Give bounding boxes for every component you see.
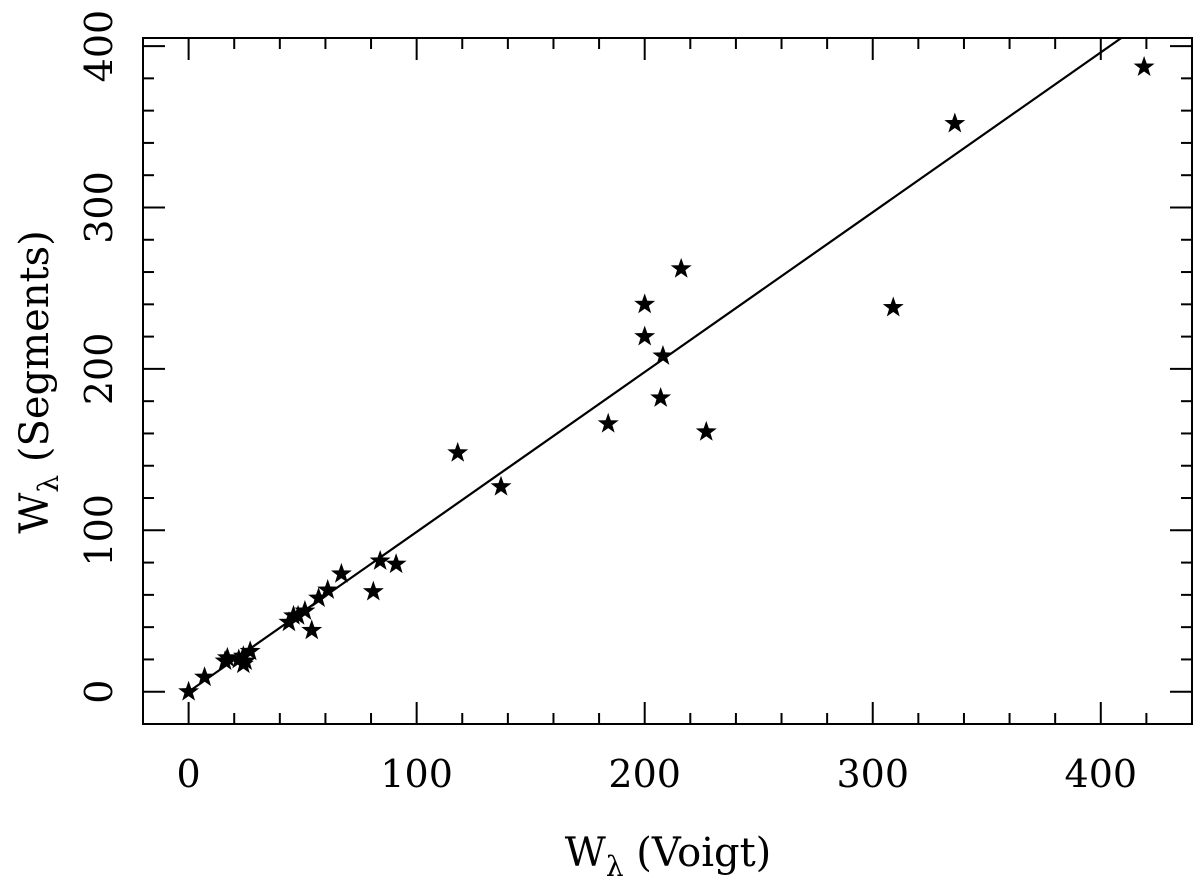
x-tick-label: 200 — [608, 752, 681, 796]
star-marker — [308, 587, 330, 607]
star-marker — [287, 604, 309, 625]
y-tick-label: 400 — [77, 10, 121, 83]
x-tick-label: 100 — [380, 752, 453, 796]
star-marker — [670, 257, 692, 278]
star-marker — [216, 646, 238, 667]
x-tick-label: 300 — [836, 752, 909, 796]
x-tick-label: 400 — [1065, 752, 1138, 796]
star-marker — [239, 640, 261, 661]
star-marker — [1133, 56, 1155, 76]
data-points — [178, 56, 1155, 701]
star-marker — [178, 680, 200, 701]
x-axis-title: Wλ (Voigt) — [565, 830, 772, 883]
star-marker — [634, 325, 656, 346]
star-marker — [330, 562, 352, 583]
x-tick-label: 0 — [177, 752, 201, 796]
star-marker — [294, 600, 316, 620]
star-marker — [447, 441, 469, 462]
star-marker — [194, 666, 216, 687]
axis-labels: 0 100 200 300 400 0 100 200 300 400 Wλ (Voigt) Wλ (… — [12, 10, 1137, 883]
y-tick-label: 300 — [77, 171, 121, 244]
star-marker — [385, 553, 407, 574]
star-marker — [597, 412, 619, 433]
star-marker — [301, 619, 323, 640]
star-marker — [235, 650, 257, 670]
star-marker — [944, 112, 966, 133]
star-marker — [634, 293, 656, 314]
star-marker — [650, 386, 672, 407]
y-tick-label: 200 — [77, 333, 121, 406]
star-marker — [695, 420, 717, 441]
star-marker — [362, 580, 384, 601]
star-marker — [369, 549, 391, 570]
y-axis-title: Wλ (Segments) — [12, 230, 65, 533]
y-tick-label: 0 — [77, 680, 121, 704]
axes — [142, 37, 1193, 725]
star-marker — [317, 579, 339, 599]
star-marker — [652, 344, 674, 365]
star-marker — [490, 475, 512, 496]
plot-frame — [142, 37, 1193, 725]
star-marker — [882, 296, 904, 317]
fit-line-group — [187, 38, 1124, 693]
y-tick-label: 100 — [77, 494, 121, 567]
fit-line — [187, 38, 1124, 693]
